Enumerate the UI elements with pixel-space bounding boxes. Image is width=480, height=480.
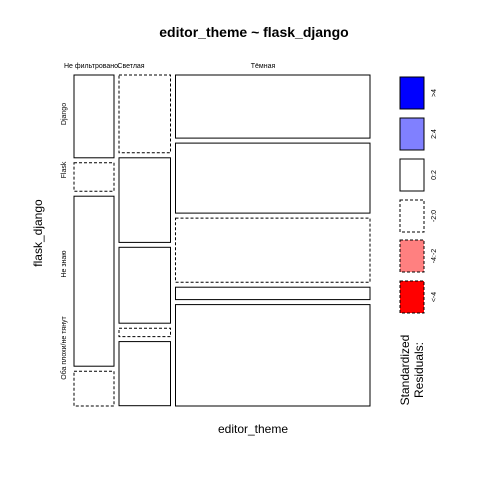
row-label-flask: Flask [61, 161, 68, 178]
mosaic-tile [118, 246, 171, 324]
row-label-dont-know: Не знаю [61, 250, 68, 277]
mosaic-tile [118, 157, 171, 243]
row-label-django: Django [61, 103, 68, 125]
mosaic-tile [175, 217, 371, 283]
legend-title-line-1: Standardized [398, 335, 412, 406]
legend-label-lt-neg4: <-4 [431, 292, 438, 302]
mosaic-tile [73, 195, 115, 367]
legend-label-gt4: >4 [431, 89, 438, 97]
mosaic-tile [73, 74, 115, 159]
legend-swatch-neg2-0 [399, 199, 425, 233]
legend-swatch-gt4 [399, 76, 425, 110]
x-axis-label: editor_theme [218, 422, 288, 436]
mosaic-tiles [73, 74, 371, 407]
legend-swatch-2-4 [399, 117, 425, 151]
column-label-dark: Тёмная [251, 63, 276, 70]
y-axis-label: flask_django [31, 199, 45, 267]
mosaic-tile [175, 74, 371, 139]
legend-swatch-0-2 [399, 158, 425, 192]
legend-label-neg4-neg2: -4:-2 [431, 249, 438, 264]
legend-title-line-2: Residuals: [412, 342, 426, 398]
column-label-unfiltered: Не фильтровано [64, 63, 118, 70]
legend-label-0-2: 0:2 [431, 170, 438, 180]
mosaic-tile [118, 327, 171, 338]
chart-title: editor_theme ~ flask_django [159, 24, 348, 40]
legend-swatch-neg4-neg2 [399, 239, 425, 273]
legend-label-2-4: 2:4 [431, 129, 438, 139]
row-label-both-bad: Оба плохи/не тянут [60, 315, 68, 379]
mosaic-tile [118, 74, 171, 154]
legend-swatch-lt-neg4 [399, 280, 425, 314]
mosaic-tile [175, 142, 371, 214]
legend-label-neg2-0: -2:0 [431, 210, 438, 222]
legend: >4 2:4 0:2 -2:0 -4:-2 <-4 Standardized R… [398, 76, 438, 406]
mosaic-tile [118, 341, 171, 407]
mosaic-tile [175, 304, 371, 407]
mosaic-tile [73, 162, 115, 192]
mosaic-tile [73, 370, 115, 407]
column-label-light: Светлая [117, 63, 144, 70]
mosaic-tile [175, 286, 371, 301]
